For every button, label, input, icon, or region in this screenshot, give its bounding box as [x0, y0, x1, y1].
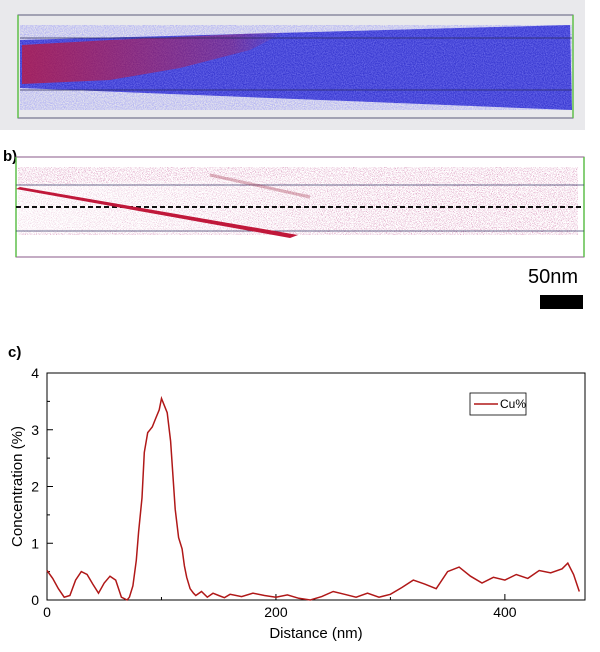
y-axis-label: Concentration (%): [9, 426, 26, 547]
legend-label-cu: Cu%: [500, 397, 526, 411]
series-line-cu: [46, 395, 581, 601]
data-point: [147, 432, 148, 433]
data-point: [378, 597, 379, 598]
data-point: [298, 598, 299, 599]
data-point: [159, 409, 160, 410]
data-point: [390, 594, 391, 595]
data-point: [218, 595, 219, 596]
scale-bar-label: 50nm: [528, 266, 579, 288]
data-point: [189, 588, 190, 589]
y-tick-label: 2: [31, 479, 39, 495]
data-point: [201, 591, 202, 592]
data-point: [527, 578, 528, 579]
data-point: [550, 572, 551, 573]
panel-label-b: b): [3, 148, 18, 165]
data-point: [132, 585, 133, 586]
data-point: [573, 574, 574, 575]
legend: Cu%: [469, 392, 527, 416]
x-tick-label: 200: [264, 604, 288, 620]
x-axis-label: Distance (nm): [269, 625, 362, 642]
data-point: [264, 595, 265, 596]
data-point: [167, 412, 168, 413]
x-tick-label: 0: [43, 604, 51, 620]
data-point: [98, 593, 99, 594]
data-point: [152, 426, 153, 427]
data-point: [344, 594, 345, 595]
data-point: [275, 597, 276, 598]
data-point: [181, 548, 182, 549]
data-point: [86, 574, 87, 575]
data-point: [333, 591, 334, 592]
y-tick-label: 1: [31, 535, 39, 551]
data-point: [121, 597, 122, 598]
data-point: [127, 599, 128, 600]
data-point: [424, 584, 425, 585]
data-point: [562, 568, 563, 569]
data-point: [436, 588, 437, 589]
scale-bar: [540, 295, 583, 309]
data-point: [207, 597, 208, 598]
data-point: [109, 576, 110, 577]
data-point: [138, 531, 139, 532]
data-point: [178, 537, 179, 538]
panel-a-reconstruction: [17, 14, 574, 119]
data-point: [161, 398, 162, 399]
data-point: [195, 595, 196, 596]
cu-profile-chart: 0 200 400 0 1 2 3 4 Distance (nm) Concentration…: [9, 365, 586, 642]
data-point: [141, 497, 142, 498]
data-point: [170, 441, 171, 442]
data-point: [287, 594, 288, 595]
data-point: [92, 584, 93, 585]
data-point: [186, 577, 187, 578]
data-point: [504, 580, 505, 581]
data-point: [413, 580, 414, 581]
data-point: [104, 582, 105, 583]
panel-label-c: c): [8, 344, 22, 361]
data-point: [75, 580, 76, 581]
data-point: [64, 597, 65, 598]
data-point: [193, 593, 194, 594]
data-point: [155, 418, 156, 419]
data-point: [58, 588, 59, 589]
data-point: [401, 587, 402, 588]
data-point: [163, 404, 164, 405]
data-point: [458, 566, 459, 567]
y-tick-label: 4: [31, 365, 39, 381]
data-point: [252, 593, 253, 594]
data-point: [115, 580, 116, 581]
data-point: [52, 578, 53, 579]
data-point: [321, 596, 322, 597]
data-point: [367, 593, 368, 594]
data-point: [224, 597, 225, 598]
x-tick-label: 400: [493, 604, 517, 620]
data-point: [69, 595, 70, 596]
data-point: [172, 475, 173, 476]
data-point: [470, 576, 471, 577]
cu-precipitate-plate: [16, 187, 298, 238]
data-point: [241, 596, 242, 597]
data-point: [539, 570, 540, 571]
data-point: [355, 597, 356, 598]
data-point: [149, 429, 150, 430]
data-point: [46, 570, 47, 571]
data-point: [481, 582, 482, 583]
precipitate-region: [22, 32, 285, 84]
data-point: [310, 599, 311, 600]
data-point: [81, 571, 82, 572]
data-point: [175, 509, 176, 510]
panel-b-slice: [15, 156, 585, 258]
data-point: [230, 594, 231, 595]
data-point: [493, 577, 494, 578]
data-point: [579, 591, 580, 592]
data-point: [136, 560, 137, 561]
y-tick-label: 3: [31, 422, 39, 438]
data-point: [567, 563, 568, 564]
data-point: [212, 593, 213, 594]
data-point: [447, 571, 448, 572]
data-point: [129, 597, 130, 598]
data-point: [516, 574, 517, 575]
y-tick-label: 0: [31, 592, 39, 608]
data-point: [184, 565, 185, 566]
data-point: [144, 452, 145, 453]
